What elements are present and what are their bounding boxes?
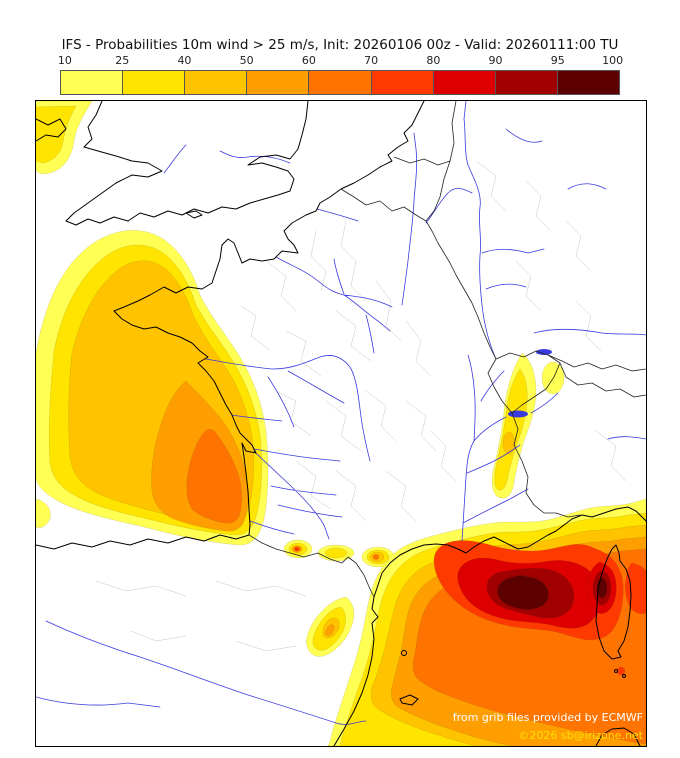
credit-ecmwf: from grib files provided by ECMWF (452, 711, 643, 724)
coastlines (36, 101, 646, 746)
border-france-belgium-germany (340, 188, 497, 360)
coast-mediterranean (333, 506, 646, 746)
probability-contours (36, 101, 646, 746)
border-france-italy (511, 412, 581, 518)
colorbar-segment (247, 71, 310, 94)
country-borders (248, 101, 646, 598)
colorbar-tick: 70 (364, 54, 379, 67)
prob-region-pyrenees (283, 539, 395, 568)
small-island (401, 650, 407, 656)
colorbar-segment (123, 71, 186, 94)
coast-continent-atlantic (36, 101, 425, 550)
colorbar-segment (309, 71, 372, 94)
colorbar-tick: 40 (177, 54, 192, 67)
colorbar-tick: 25 (115, 54, 130, 67)
colorbar-tick: 10 (57, 54, 72, 67)
sardinia-outline (595, 727, 641, 746)
coast-britain (65, 101, 309, 226)
corsica-outline (595, 544, 632, 660)
colorbar-segment (61, 71, 124, 94)
islet-2 (622, 674, 626, 678)
colorbar: 10 25 40 50 60 70 80 90 95 100 (57, 54, 624, 95)
map-area: from grib files provided by ECMWF ©2026 … (35, 100, 647, 747)
lake-constance (536, 349, 552, 355)
colorbar-tick: 95 (550, 54, 565, 67)
border-switzerland (487, 350, 561, 414)
rivers-path (36, 101, 646, 725)
islet-1 (614, 669, 618, 673)
colorbar-tick: 50 (239, 54, 254, 67)
border-pyrenees-spain (248, 534, 375, 598)
coast-ireland (36, 118, 67, 142)
border-austria-italy (547, 354, 646, 398)
prob-region-cevennes (306, 596, 355, 657)
isle-of-wight (185, 210, 203, 219)
menorca-outline (399, 694, 419, 706)
colorbar-segment (495, 71, 558, 94)
prob-region-northwest-corner (36, 101, 93, 175)
chart-title: IFS - Probabilities 10m wind > 25 m/s, I… (61, 37, 619, 53)
colorbar-segment (185, 71, 248, 94)
colorbar-segment (433, 71, 496, 94)
colorbar-segment (371, 71, 434, 94)
prob-region-mediterranean (327, 498, 646, 746)
colorbar-tick: 60 (301, 54, 316, 67)
colorbar-tick-labels: 10 25 40 50 60 70 80 90 95 100 (57, 54, 624, 68)
colorbar-gradient (60, 70, 620, 95)
colorbar-segment (557, 71, 619, 94)
colorbar-tick: 100 (602, 54, 624, 67)
border-benelux (393, 101, 457, 222)
map-svg (36, 101, 646, 746)
prob-region-atlantic (36, 230, 269, 546)
admin-boundaries (95, 160, 627, 652)
credit-irizone: ©2026 sb@irizone.net (518, 729, 643, 742)
colorbar-tick: 90 (488, 54, 503, 67)
colorbar-tick: 80 (426, 54, 441, 67)
